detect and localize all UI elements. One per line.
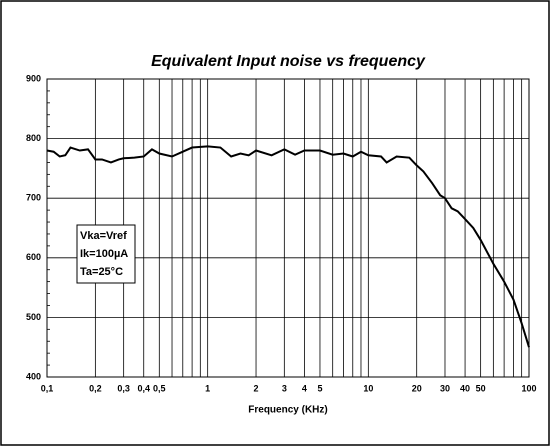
x-tick-label: 4: [302, 383, 307, 393]
x-tick-label: 0,2: [89, 383, 102, 393]
x-tick-label: 0,5: [153, 383, 166, 393]
x-tick-label: 50: [476, 383, 486, 393]
x-tick-label: 5: [317, 383, 322, 393]
x-tick-label: 100: [521, 383, 536, 393]
x-tick-label: 30: [440, 383, 450, 393]
x-tick-label: 40: [460, 383, 470, 393]
x-tick-label: 2: [254, 383, 259, 393]
y-tick-label: 600: [26, 252, 41, 262]
y-tick-label: 800: [26, 133, 41, 143]
y-tick-label: 500: [26, 312, 41, 322]
chart-title: Equivalent Input noise vs frequency: [151, 53, 426, 70]
x-tick-label: 0,1: [41, 383, 54, 393]
annotation-box: [76, 224, 136, 284]
x-tick-label: 20: [412, 383, 422, 393]
x-tick-label: 1: [205, 383, 210, 393]
annotation: Vka=Vref: [80, 230, 127, 242]
x-tick-label: 0,3: [117, 383, 130, 393]
y-tick-label: 400: [26, 371, 41, 381]
x-tick-label: 10: [363, 383, 373, 393]
annotation: Ta=25°C: [80, 266, 123, 278]
x-axis-label: Frequency (KHz): [248, 405, 327, 416]
x-tick-label: 0,4: [137, 383, 150, 393]
annotation: Ik=100µA: [80, 248, 128, 260]
y-tick-label: 700: [26, 193, 41, 203]
line: [46, 145, 530, 348]
x-tick-label: 3: [282, 383, 287, 393]
y-tick-label: 900: [26, 73, 41, 83]
